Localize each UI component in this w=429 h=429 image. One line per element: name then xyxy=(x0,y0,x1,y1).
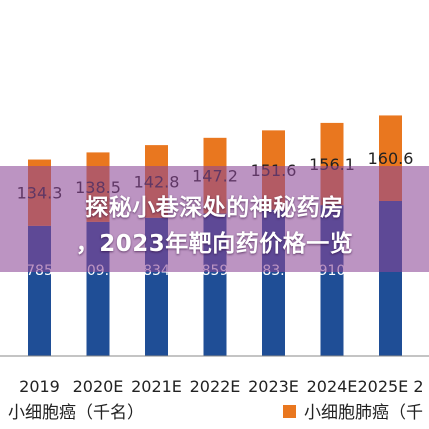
x-tick-label: 2021E xyxy=(131,377,182,396)
legend-label-series-1: 小细胞癌（千名） xyxy=(8,403,144,423)
legend-swatch-series-2 xyxy=(283,405,296,418)
x-tick-label: 2022E xyxy=(190,377,241,396)
x-tick-label: 2020E xyxy=(73,377,124,396)
x-tick-label: 2025E 2 xyxy=(357,377,423,396)
legend: 小细胞癌（千名） 小细胞肺癌（千 xyxy=(8,403,423,423)
value-label-orange: 160.6 xyxy=(368,149,414,168)
x-tick-labels: 320192020E2021E2022E2023E2024E2025E 2 xyxy=(19,377,423,396)
x-tick-label: 2024E xyxy=(307,377,358,396)
legend-label-series-2: 小细胞肺癌（千 xyxy=(304,403,423,423)
headline-overlay-banner: 探秘小巷深处的神秘药房 ，2023年靶向药价格一览 xyxy=(0,166,429,272)
x-tick-label: 2023E xyxy=(248,377,299,396)
headline-line-2: ，2023年靶向药价格一览 xyxy=(75,231,354,257)
x-tick-label: 2019 xyxy=(19,377,60,396)
headline-line-1: 探秘小巷深处的神秘药房 xyxy=(85,195,344,221)
